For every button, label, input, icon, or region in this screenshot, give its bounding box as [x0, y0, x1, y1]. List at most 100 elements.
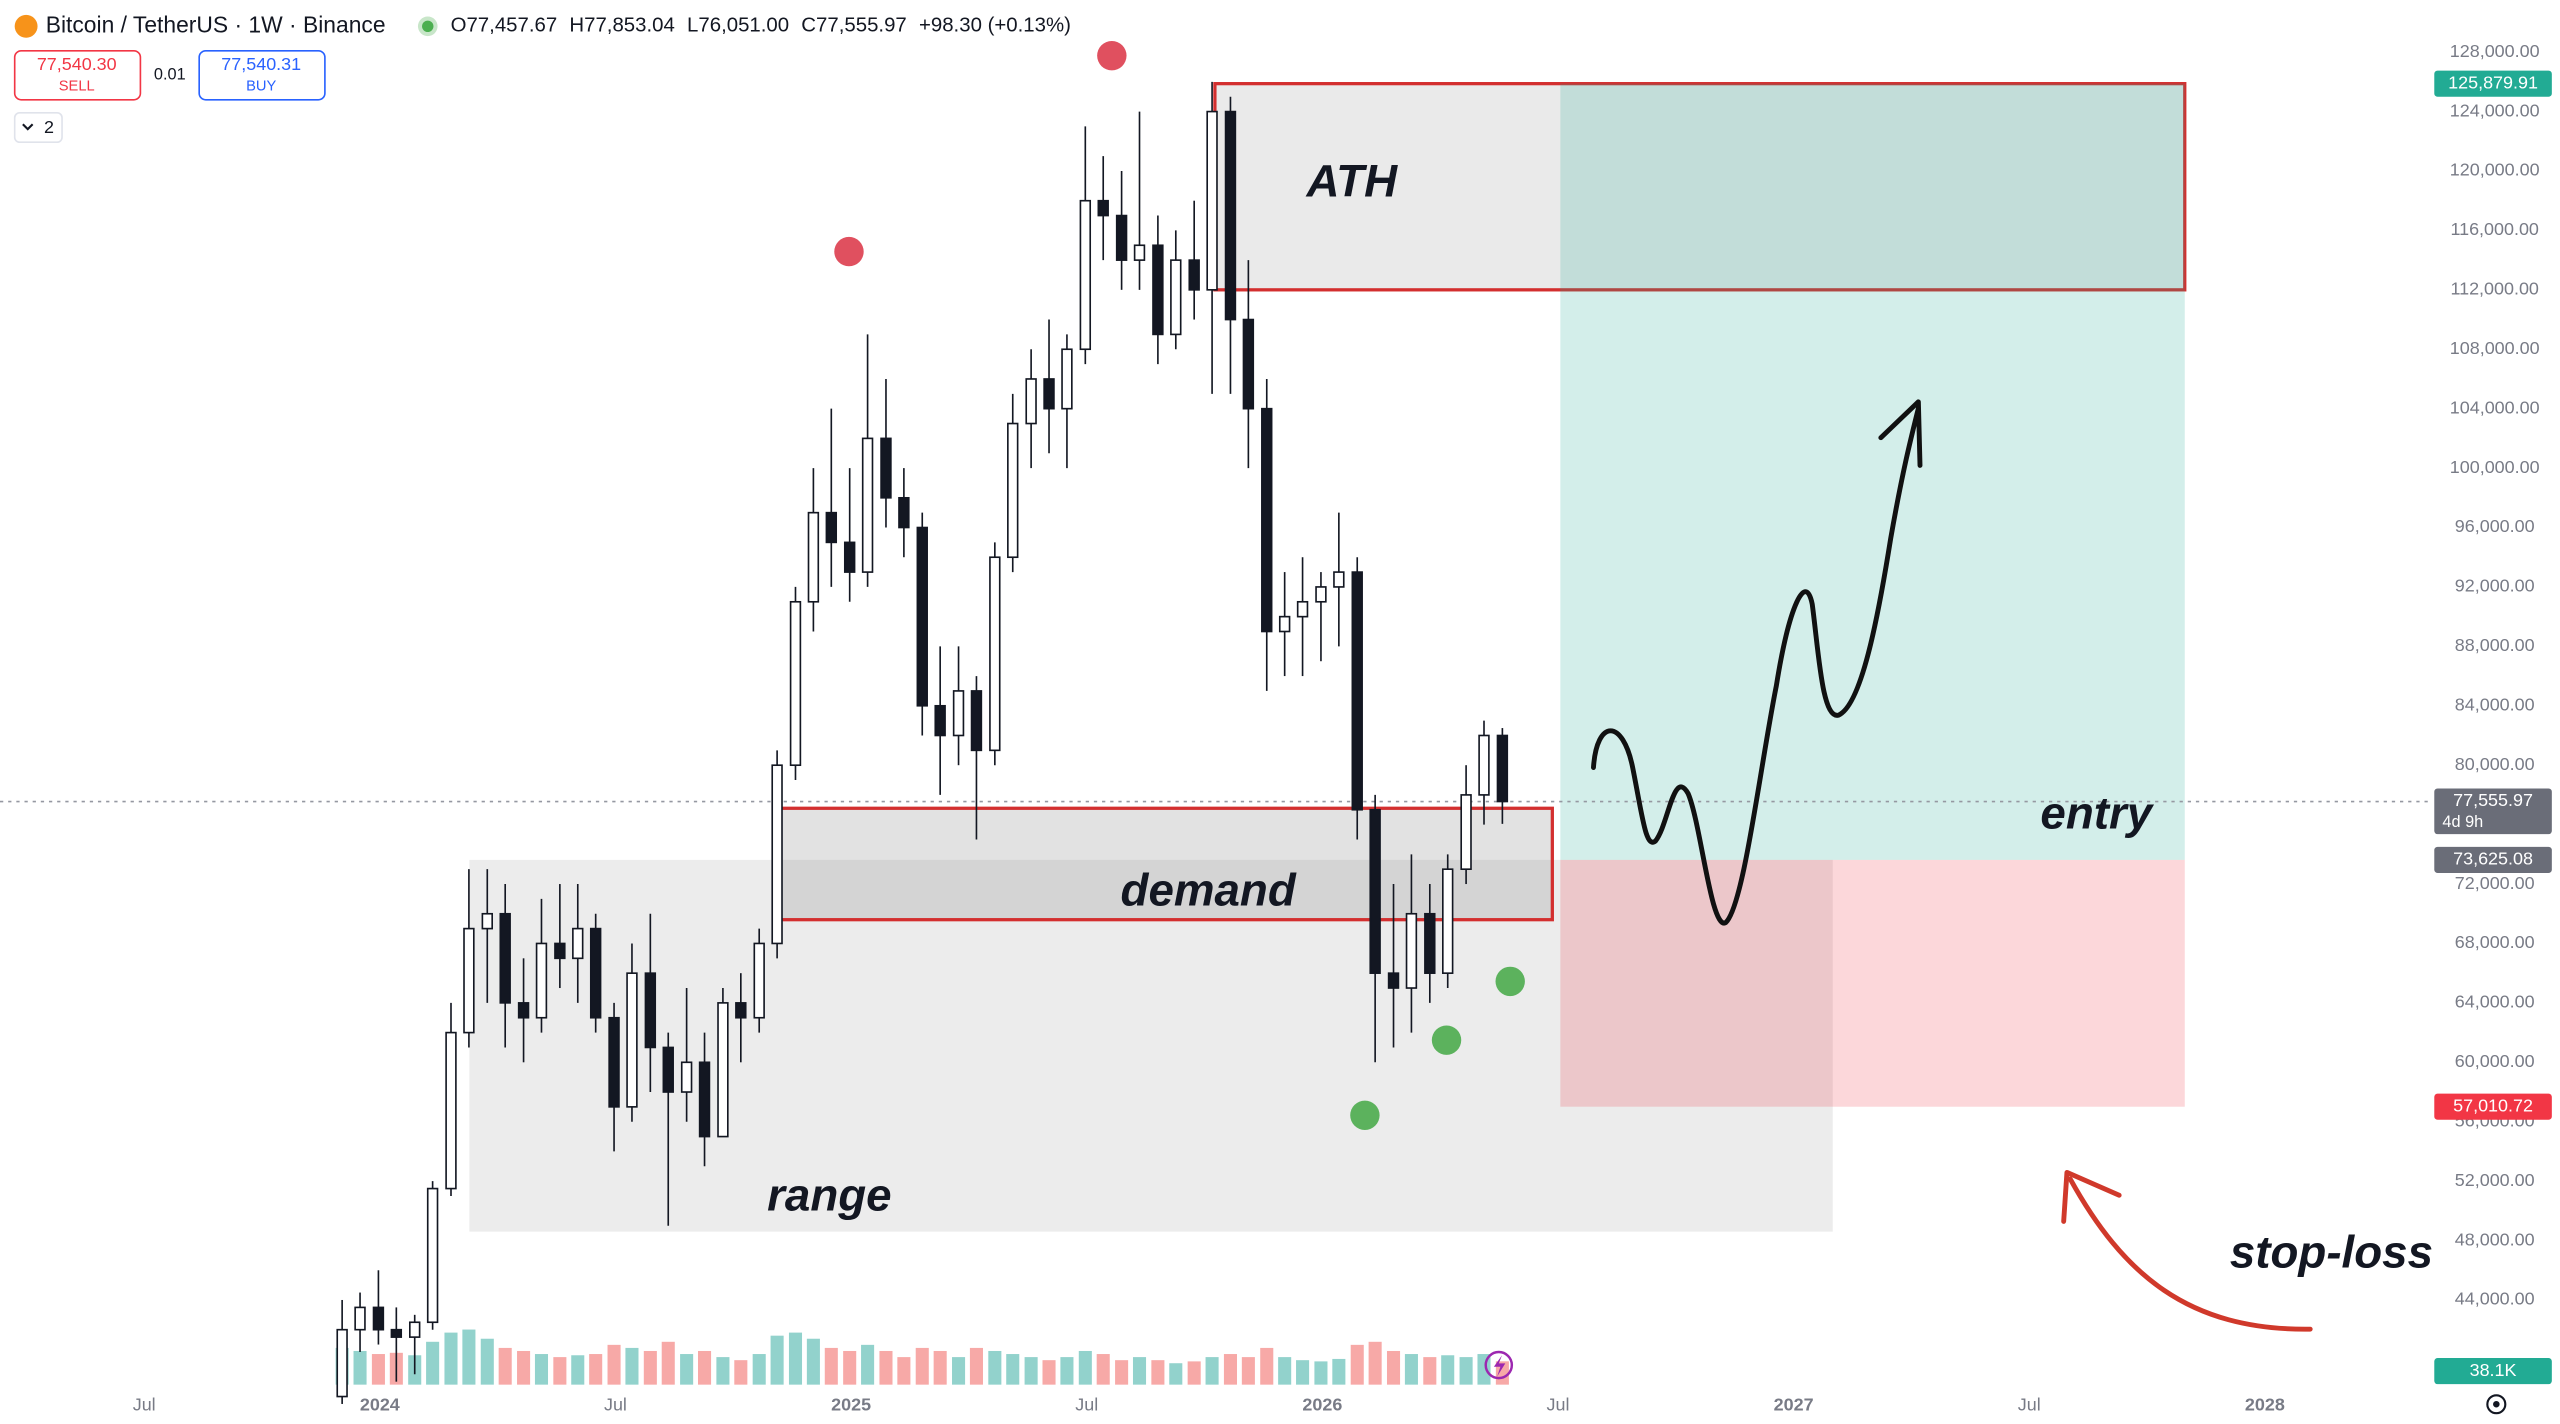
volume-bar [661, 1341, 675, 1385]
volume-bar [480, 1338, 494, 1385]
layouts-count: 2 [44, 117, 54, 137]
volume-bar [843, 1350, 857, 1385]
candle-body [662, 1046, 674, 1093]
candle-body [843, 541, 856, 573]
candle-body [1405, 912, 1418, 989]
volume-bar [1423, 1357, 1437, 1385]
volume-bar [1350, 1344, 1364, 1385]
candle-body [372, 1306, 385, 1331]
volume-bar [933, 1350, 947, 1385]
volume-bar [680, 1354, 694, 1385]
spread: 0.01 [154, 66, 186, 84]
price-badge-label: 57,010.72 [2453, 1095, 2533, 1115]
y-tick-label: 80,000.00 [2455, 754, 2535, 774]
candle-body [1043, 378, 1055, 410]
y-tick-label: 88,000.00 [2455, 635, 2535, 655]
candle-body [1261, 407, 1273, 633]
candle-body [771, 764, 783, 945]
volume-bar [1459, 1357, 1473, 1385]
x-tick-label: Jul [2018, 1395, 2041, 1415]
volume-bar [770, 1335, 784, 1385]
x-tick-label: Jul [1547, 1395, 1570, 1415]
sell-button[interactable] [13, 49, 142, 101]
profit-area [1560, 83, 2185, 860]
candle-body [644, 972, 657, 1049]
x-tick-label: 2025 [831, 1395, 871, 1415]
volume-bar [897, 1357, 911, 1385]
candle-body [1496, 734, 1509, 803]
candle-body [680, 1061, 693, 1093]
candle-body [535, 942, 548, 1019]
candle-body [1478, 734, 1490, 796]
y-tick-label: 128,000.00 [2450, 41, 2540, 61]
price-badge [2434, 1093, 2552, 1120]
volume-bar [734, 1360, 748, 1385]
candle-body [1424, 912, 1436, 974]
settings-icon[interactable] [2486, 1394, 2507, 1415]
ohlc-high: H77,853.04 [569, 15, 674, 37]
candle-body [1242, 318, 1255, 410]
candle-body [1387, 972, 1400, 989]
zone [469, 859, 1833, 1232]
volume-bar [1132, 1357, 1147, 1385]
volume-bar [1115, 1360, 1129, 1385]
buy-button[interactable] [198, 49, 326, 101]
volume-bar [879, 1350, 893, 1385]
symbol-title[interactable]: Bitcoin / TetherUS · 1W · Binance [46, 11, 386, 37]
x-tick-label: 2024 [360, 1395, 400, 1415]
price-badge [2434, 1358, 2552, 1385]
candle-body [589, 927, 602, 1019]
price-badge [2434, 846, 2552, 873]
price-badge-label: 38.1K [2470, 1360, 2517, 1380]
axes: 44,000.0048,000.0052,000.0056,000.0060,0… [133, 41, 2552, 1415]
candle-body [1007, 422, 1019, 559]
y-tick-label: 112,000.00 [2450, 279, 2538, 299]
replay-icon[interactable] [1484, 1350, 1514, 1380]
candle-body [336, 1328, 348, 1398]
volume-bar [1404, 1354, 1418, 1385]
volume-bar [1006, 1354, 1020, 1385]
volume-bar [1169, 1363, 1183, 1385]
zone-label: demand [1121, 864, 1297, 915]
candle-body [608, 1016, 620, 1108]
candle-body [517, 1002, 530, 1019]
buy-label: BUY [246, 79, 276, 95]
candle-body [898, 496, 910, 529]
y-tick-label: 52,000.00 [2455, 1170, 2535, 1190]
candle-body [1442, 868, 1454, 974]
volume-bar [1260, 1347, 1274, 1385]
candle-body [572, 927, 584, 960]
candle-body [1369, 808, 1381, 974]
volume-bar [1060, 1357, 1074, 1385]
candle-body [1460, 794, 1472, 870]
volume-bar [988, 1350, 1002, 1385]
volume-bar [1332, 1358, 1346, 1385]
volume-bar [444, 1332, 458, 1385]
candle-body [426, 1187, 439, 1324]
candle-body [626, 972, 638, 1108]
y-tick-label: 72,000.00 [2455, 873, 2535, 893]
layouts-toggle[interactable] [13, 112, 63, 144]
sell-price: 77,540.30 [37, 54, 117, 74]
candle-body [463, 927, 475, 1034]
marker-dot [834, 236, 864, 267]
loss-area [1560, 859, 2185, 1107]
countdown: 4d 9h [2442, 813, 2483, 831]
zones [0, 82, 2433, 1232]
candle-body [1152, 244, 1164, 336]
y-tick-label: 116,000.00 [2450, 219, 2538, 239]
x-tick-label: Jul [1075, 1395, 1098, 1415]
x-tick-label: Jul [133, 1395, 156, 1415]
y-tick-label: 60,000.00 [2455, 1051, 2535, 1071]
zone-label: ATH [1306, 156, 1399, 207]
settings-icon-core [2493, 1400, 2500, 1408]
y-tick-label: 124,000.00 [2450, 100, 2540, 120]
volume-bar [861, 1344, 875, 1385]
ohlc-close: C77,555.97 [801, 15, 906, 37]
volume-bar [1078, 1350, 1092, 1385]
candles [336, 81, 1509, 1404]
candle-body [1097, 199, 1109, 217]
arrow-head [1878, 399, 1923, 468]
sell-label: SELL [59, 79, 95, 95]
